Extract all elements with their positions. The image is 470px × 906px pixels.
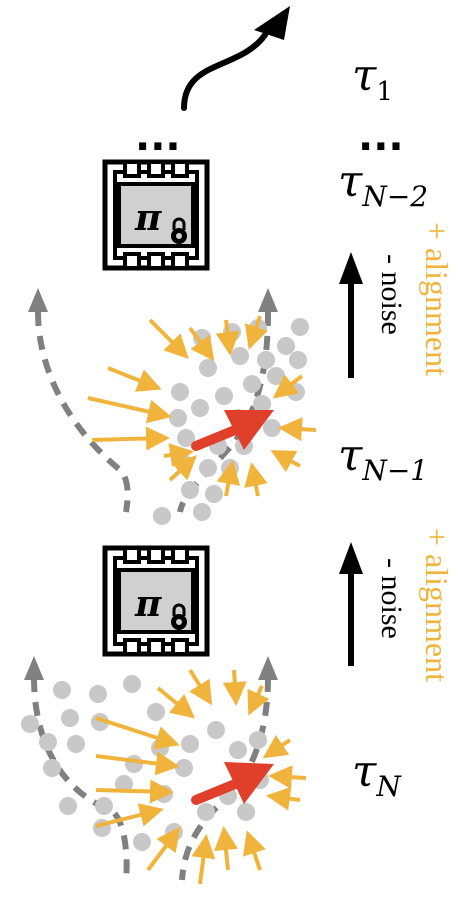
top-curve-arrow	[181, 32, 268, 111]
lock-icon	[171, 217, 187, 244]
noise-label: - noise	[375, 558, 408, 639]
trajectory-arrowhead-icon	[258, 656, 278, 680]
tau-n-label: τN	[352, 746, 402, 803]
trajectory-arrowhead-icon	[258, 288, 278, 312]
svg-text:τN−1: τN−1	[338, 430, 428, 487]
alignment-arrows	[87, 315, 317, 497]
top-curve-arrowhead-icon	[254, 6, 290, 40]
svg-text:τN−2: τN−2	[338, 156, 428, 213]
center-arrow	[191, 423, 245, 451]
alignment-arrows	[95, 668, 307, 885]
policy-chip-top: π	[102, 159, 210, 271]
tau-1-label: τ1	[352, 50, 393, 107]
trajectory-arrowhead-icon	[28, 288, 48, 312]
tau-n-minus-2-label: τN−2	[338, 156, 428, 213]
center-arrow	[191, 777, 245, 805]
up-arrow-icon	[339, 542, 363, 574]
ellipsis-right: ...	[358, 114, 404, 160]
particle-cluster-lower	[21, 656, 307, 885]
denoise-step-lower: - noise + alignment	[339, 528, 455, 682]
alignment-label: + alignment	[419, 528, 455, 682]
denoise-step-upper: - noise + alignment	[339, 222, 455, 378]
center-arrowhead-icon	[224, 410, 274, 450]
policy-chip-bottom: π	[102, 545, 210, 657]
alignment-label: + alignment	[419, 222, 455, 376]
up-arrow-icon	[339, 252, 363, 284]
policy-symbol: π	[134, 583, 162, 625]
svg-text:τN: τN	[352, 746, 402, 803]
particle-cluster-upper	[28, 288, 317, 525]
lock-icon	[171, 603, 187, 630]
tau-n-minus-1-label: τN−1	[338, 430, 428, 487]
trajectory-arrowhead-icon	[24, 656, 44, 680]
policy-symbol: π	[134, 197, 162, 239]
trajectory-dashed-left	[35, 311, 131, 513]
trajectory-dashed-left	[31, 677, 130, 881]
center-arrowhead-icon	[224, 762, 274, 804]
noise-label: - noise	[375, 254, 408, 335]
svg-text:τ1: τ1	[352, 50, 393, 107]
ellipsis-left: ...	[135, 114, 181, 160]
